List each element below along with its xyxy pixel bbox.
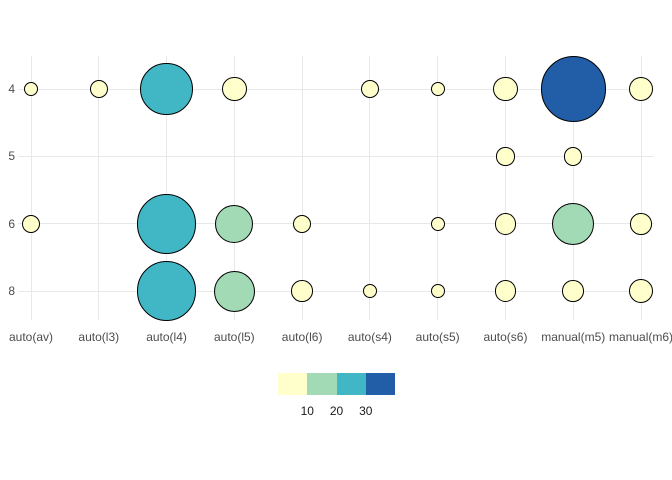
gridline-vertical (437, 56, 439, 320)
bubble-manualm6-cyl8 (628, 279, 654, 304)
bubble-manualm5-cyl6 (552, 202, 595, 246)
gridline-vertical (166, 56, 168, 320)
bubble-autos4-cyl8 (362, 284, 377, 299)
x-tick-label-autos6: auto(s6) (483, 330, 528, 344)
legend-swatch-2 (336, 373, 366, 395)
gridline-vertical (30, 56, 32, 320)
legend-swatch-0 (278, 373, 308, 395)
legend-tick-label-30: 30 (359, 404, 373, 418)
bubble-autos5-cyl4 (430, 82, 445, 96)
bubble-autos6-cyl6 (494, 213, 517, 235)
y-tick-label-5: 5 (8, 149, 15, 164)
bubble-autol4-cyl4 (140, 62, 193, 116)
bubble-autol3-cyl4 (89, 79, 108, 99)
x-tick-label-autol4: auto(l4) (146, 330, 187, 344)
gridline-horizontal (18, 223, 654, 225)
bubble-manualm5-cyl8 (562, 280, 585, 302)
gridline-vertical (504, 56, 506, 320)
bubble-manualm6-cyl4 (628, 76, 654, 102)
gridline-vertical (301, 56, 303, 320)
bubble-autoav-cyl6 (21, 214, 41, 233)
legend-swatch-1 (307, 373, 337, 395)
x-tick-label-autol5: auto(l5) (213, 330, 255, 344)
y-tick-label-8: 8 (8, 284, 15, 299)
gridline-horizontal (18, 88, 654, 90)
bubble-autos5-cyl6 (430, 216, 445, 231)
gridline-horizontal (18, 155, 654, 157)
bubble-autol4-cyl6 (136, 194, 197, 254)
gridline-vertical (640, 56, 642, 320)
bubble-autos4-cyl4 (360, 79, 380, 99)
bubble-autos6-cyl4 (493, 76, 518, 102)
bubble-autos5-cyl8 (430, 284, 445, 299)
gridline-horizontal (18, 290, 654, 292)
bubble-autol5-cyl8 (213, 270, 255, 312)
legend-tick-label-10: 10 (300, 404, 314, 418)
bubble-autol5-cyl6 (215, 204, 254, 243)
x-tick-label-autos5: auto(s5) (415, 330, 460, 344)
bubble-autol6-cyl6 (292, 214, 312, 233)
y-tick-label-4: 4 (8, 82, 15, 96)
bubble-autoav-cyl4 (24, 82, 38, 96)
bubble-autos6-cyl8 (494, 280, 517, 302)
x-tick-label-autos4: auto(s4) (347, 330, 392, 344)
x-tick-label-autoav: auto(av) (8, 330, 54, 344)
gridline-vertical (233, 56, 235, 320)
bubble-autol6-cyl8 (291, 280, 313, 302)
x-tick-label-autol3: auto(l3) (78, 330, 120, 344)
bubble-autol4-cyl8 (136, 261, 197, 321)
bubble-autos6-cyl5 (496, 147, 515, 166)
gridline-vertical (572, 56, 574, 320)
x-tick-label-manualm5: manual(m5) (541, 330, 606, 344)
gridline-vertical (98, 56, 100, 320)
bubble-manualm5-cyl5 (564, 147, 583, 166)
bubble-manualm5-cyl4 (540, 56, 606, 122)
x-tick-label-autol6: auto(l6) (281, 330, 323, 344)
legend-tick-label-20: 20 (329, 404, 344, 418)
x-tick-label-manualm6: manual(m6) (609, 330, 672, 344)
y-tick-label-6: 6 (8, 216, 15, 231)
gridline-vertical (369, 56, 371, 320)
legend-swatch-3 (365, 373, 395, 395)
bubble-autol5-cyl4 (222, 76, 247, 102)
bubble-manualm6-cyl6 (630, 213, 652, 235)
